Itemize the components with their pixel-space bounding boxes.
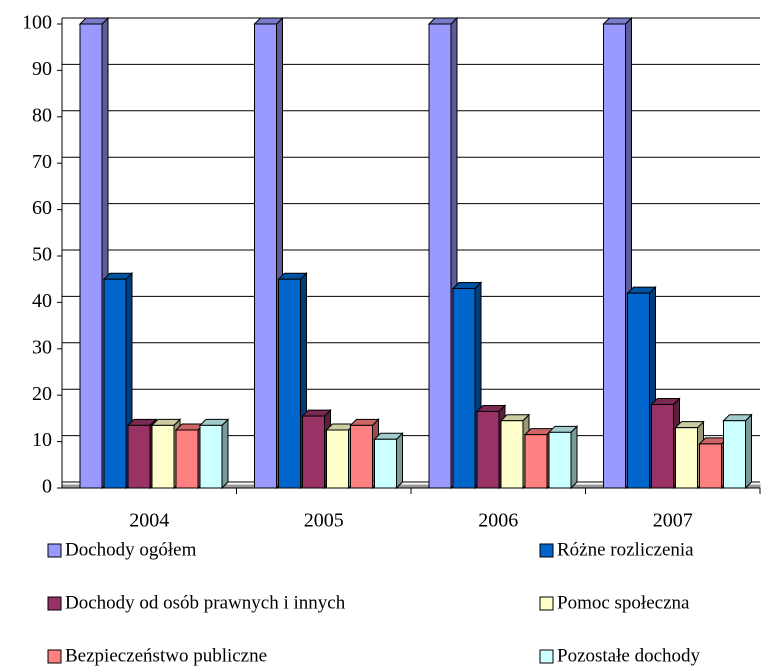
bar <box>723 420 746 489</box>
y-tick-label: 90 <box>32 58 52 80</box>
legend-label: Dochody od osób prawnych i innych <box>65 592 346 613</box>
y-tick-label: 20 <box>32 383 52 405</box>
bar <box>350 424 373 489</box>
bar <box>452 287 476 489</box>
x-tick-label: 2007 <box>653 510 693 532</box>
x-tick-label: 2006 <box>478 510 518 532</box>
bar <box>428 23 452 489</box>
legend-swatch <box>539 596 554 611</box>
bar-side <box>745 413 752 490</box>
legend-label: Dochody ogółem <box>65 539 197 560</box>
bar <box>651 403 674 489</box>
legend-label: Bezpieczeństwo publiczne <box>65 645 267 666</box>
legend-swatch <box>47 596 62 611</box>
y-tick-label: 30 <box>32 336 52 358</box>
bar <box>103 278 127 489</box>
y-tick-label: 10 <box>32 429 52 451</box>
x-tick-label: 2005 <box>304 510 344 532</box>
legend-label: Różne rozliczenia <box>557 539 694 560</box>
bar <box>374 438 397 489</box>
legend-swatch <box>47 649 62 664</box>
bar <box>175 429 199 489</box>
bar <box>603 23 626 489</box>
bar-side <box>570 425 578 490</box>
bar <box>500 420 524 489</box>
bar <box>254 23 277 489</box>
y-tick-label: 50 <box>32 244 52 266</box>
legend-label: Pomoc społeczna <box>557 592 690 613</box>
bar <box>127 424 151 489</box>
legend-swatch <box>539 649 554 664</box>
y-tick-label: 40 <box>32 290 52 312</box>
x-tick-label: 2004 <box>129 510 169 532</box>
bar <box>548 431 572 489</box>
bar <box>79 23 103 489</box>
bar <box>278 278 301 489</box>
bar <box>326 429 349 489</box>
bar <box>675 427 698 489</box>
y-tick-label: 100 <box>22 12 52 34</box>
legend-label: Pozostałe dochody <box>557 645 701 666</box>
bar <box>302 415 325 489</box>
bar <box>524 434 548 489</box>
y-tick-label: 70 <box>32 151 52 173</box>
legend-swatch <box>539 543 554 558</box>
y-tick-label: 0 <box>42 476 52 498</box>
bar <box>699 443 722 489</box>
y-tick-label: 60 <box>32 197 52 219</box>
bar-side <box>221 418 229 490</box>
bar <box>151 424 175 489</box>
legend-swatch <box>47 543 62 558</box>
bar <box>627 292 650 489</box>
bar <box>476 410 500 489</box>
bar-side <box>396 432 403 490</box>
y-tick-label: 80 <box>32 104 52 126</box>
bar <box>199 424 223 489</box>
